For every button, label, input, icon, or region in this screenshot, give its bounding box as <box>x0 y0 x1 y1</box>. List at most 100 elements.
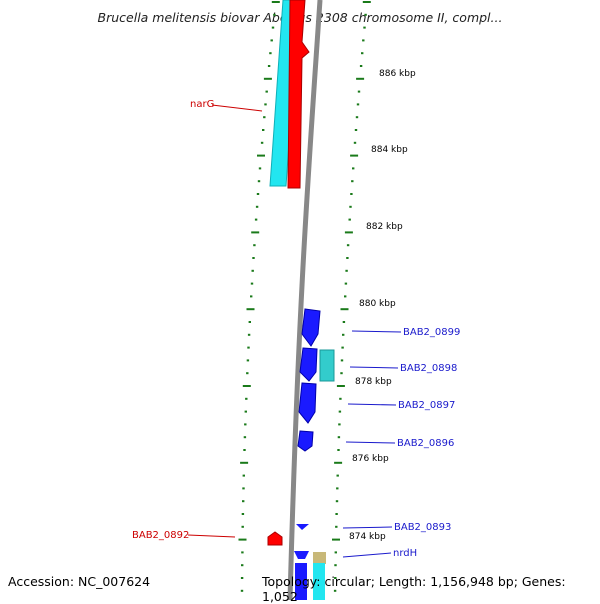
minor-tick <box>340 372 343 375</box>
ruler-label: 882 kbp <box>366 222 403 232</box>
minor-tick <box>339 397 342 400</box>
minor-tick <box>262 129 265 131</box>
minor-tick <box>258 167 262 170</box>
minor-tick <box>337 449 340 451</box>
minor-tick <box>241 564 244 567</box>
ruler-label: 878 kbp <box>355 377 392 387</box>
minor-tick <box>265 90 268 93</box>
minor-tick <box>242 474 245 477</box>
gene-bar-blue-bottom[interactable] <box>295 563 307 600</box>
minor-tick <box>342 321 346 323</box>
minor-tick <box>338 410 342 413</box>
minor-tick <box>243 449 246 451</box>
minor-tick <box>273 13 276 16</box>
minor-tick <box>346 257 349 259</box>
gene-arrow-bab2-0892[interactable] <box>267 531 283 546</box>
minor-tick <box>342 333 345 336</box>
minor-tick <box>357 90 361 93</box>
minor-tick <box>362 39 365 42</box>
major-tick <box>246 308 255 311</box>
minor-tick <box>344 295 347 298</box>
minor-tick <box>354 129 358 131</box>
gene-label-bab2-0896[interactable]: BAB2_0896 <box>397 438 454 449</box>
minor-tick <box>244 410 247 413</box>
minor-tick <box>246 372 249 375</box>
minor-tick <box>349 205 352 208</box>
minor-tick <box>250 295 253 298</box>
minor-tick <box>271 26 275 29</box>
minor-tick <box>333 589 337 592</box>
major-tick <box>344 231 353 234</box>
gene-label-bab2-0897[interactable]: BAB2_0897 <box>398 400 455 411</box>
minor-tick <box>263 116 266 119</box>
minor-tick <box>241 551 244 554</box>
gene-arrow-narg[interactable] <box>287 0 310 189</box>
feature-khaki[interactable] <box>313 552 326 564</box>
minor-tick <box>251 269 254 272</box>
minor-tick <box>247 333 251 336</box>
gene-arrow-nrdh[interactable] <box>294 551 309 559</box>
ruler-label: 876 kbp <box>352 454 389 464</box>
gene-arrow-bab2-0897[interactable] <box>298 382 317 424</box>
major-tick <box>362 1 371 3</box>
ruler-label: 886 kbp <box>379 69 416 79</box>
ruler-label: 880 kbp <box>359 299 396 309</box>
minor-tick <box>244 423 247 426</box>
major-tick <box>263 77 272 80</box>
minor-tick <box>356 103 360 106</box>
major-tick <box>238 538 247 541</box>
minor-tick <box>355 116 359 119</box>
minor-tick <box>350 193 353 195</box>
chromosome-backbone <box>287 0 323 600</box>
minor-tick <box>270 39 273 42</box>
major-tick <box>242 385 251 387</box>
gene-label-bab2-0898[interactable]: BAB2_0898 <box>400 363 457 374</box>
minor-tick <box>336 487 339 490</box>
minor-tick <box>248 321 251 323</box>
minor-tick <box>247 346 250 349</box>
inner-tick-ring <box>238 1 280 592</box>
feature-teal[interactable] <box>319 349 335 382</box>
minor-tick <box>335 500 339 503</box>
gene-arrow-bab2-0893[interactable] <box>296 524 309 530</box>
gene-label-narg[interactable]: narG <box>190 99 214 110</box>
major-tick <box>251 231 260 234</box>
minor-tick <box>340 359 344 362</box>
cds-feature-cyan-bottom[interactable] <box>313 563 325 600</box>
major-tick <box>350 154 359 157</box>
gene-arrow-bab2-0899[interactable] <box>301 308 321 347</box>
minor-tick <box>334 577 337 579</box>
gene-arrow-bab2-0898[interactable] <box>299 347 318 382</box>
minor-tick <box>364 13 367 16</box>
minor-tick <box>241 513 245 515</box>
gene-label-bab2-0892[interactable]: BAB2_0892 <box>132 530 189 541</box>
minor-tick <box>240 589 244 592</box>
minor-tick <box>351 180 354 183</box>
minor-tick <box>338 423 341 426</box>
major-tick <box>332 538 340 541</box>
minor-tick <box>353 141 357 144</box>
minor-tick <box>359 65 363 67</box>
minor-tick <box>264 103 267 106</box>
minor-tick <box>241 525 244 528</box>
leader-line-bab2-0892 <box>187 534 236 538</box>
minor-tick <box>267 65 271 67</box>
minor-tick <box>337 436 341 439</box>
minor-tick <box>334 551 337 554</box>
leader-line-narg <box>211 104 263 112</box>
minor-tick <box>344 282 348 285</box>
minor-tick <box>246 359 250 362</box>
gene-label-bab2-0893[interactable]: BAB2_0893 <box>394 522 451 533</box>
gene-label-nrdh[interactable]: nrdH <box>393 548 417 559</box>
major-tick <box>334 461 343 464</box>
minor-tick <box>352 167 355 170</box>
minor-tick <box>260 141 264 144</box>
gene-arrow-bab2-0896[interactable] <box>297 430 314 452</box>
minor-tick <box>363 26 366 29</box>
minor-tick <box>334 564 337 567</box>
ruler-label: 884 kbp <box>371 145 408 155</box>
minor-tick <box>250 282 254 285</box>
gene-label-bab2-0899[interactable]: BAB2_0899 <box>403 327 460 338</box>
